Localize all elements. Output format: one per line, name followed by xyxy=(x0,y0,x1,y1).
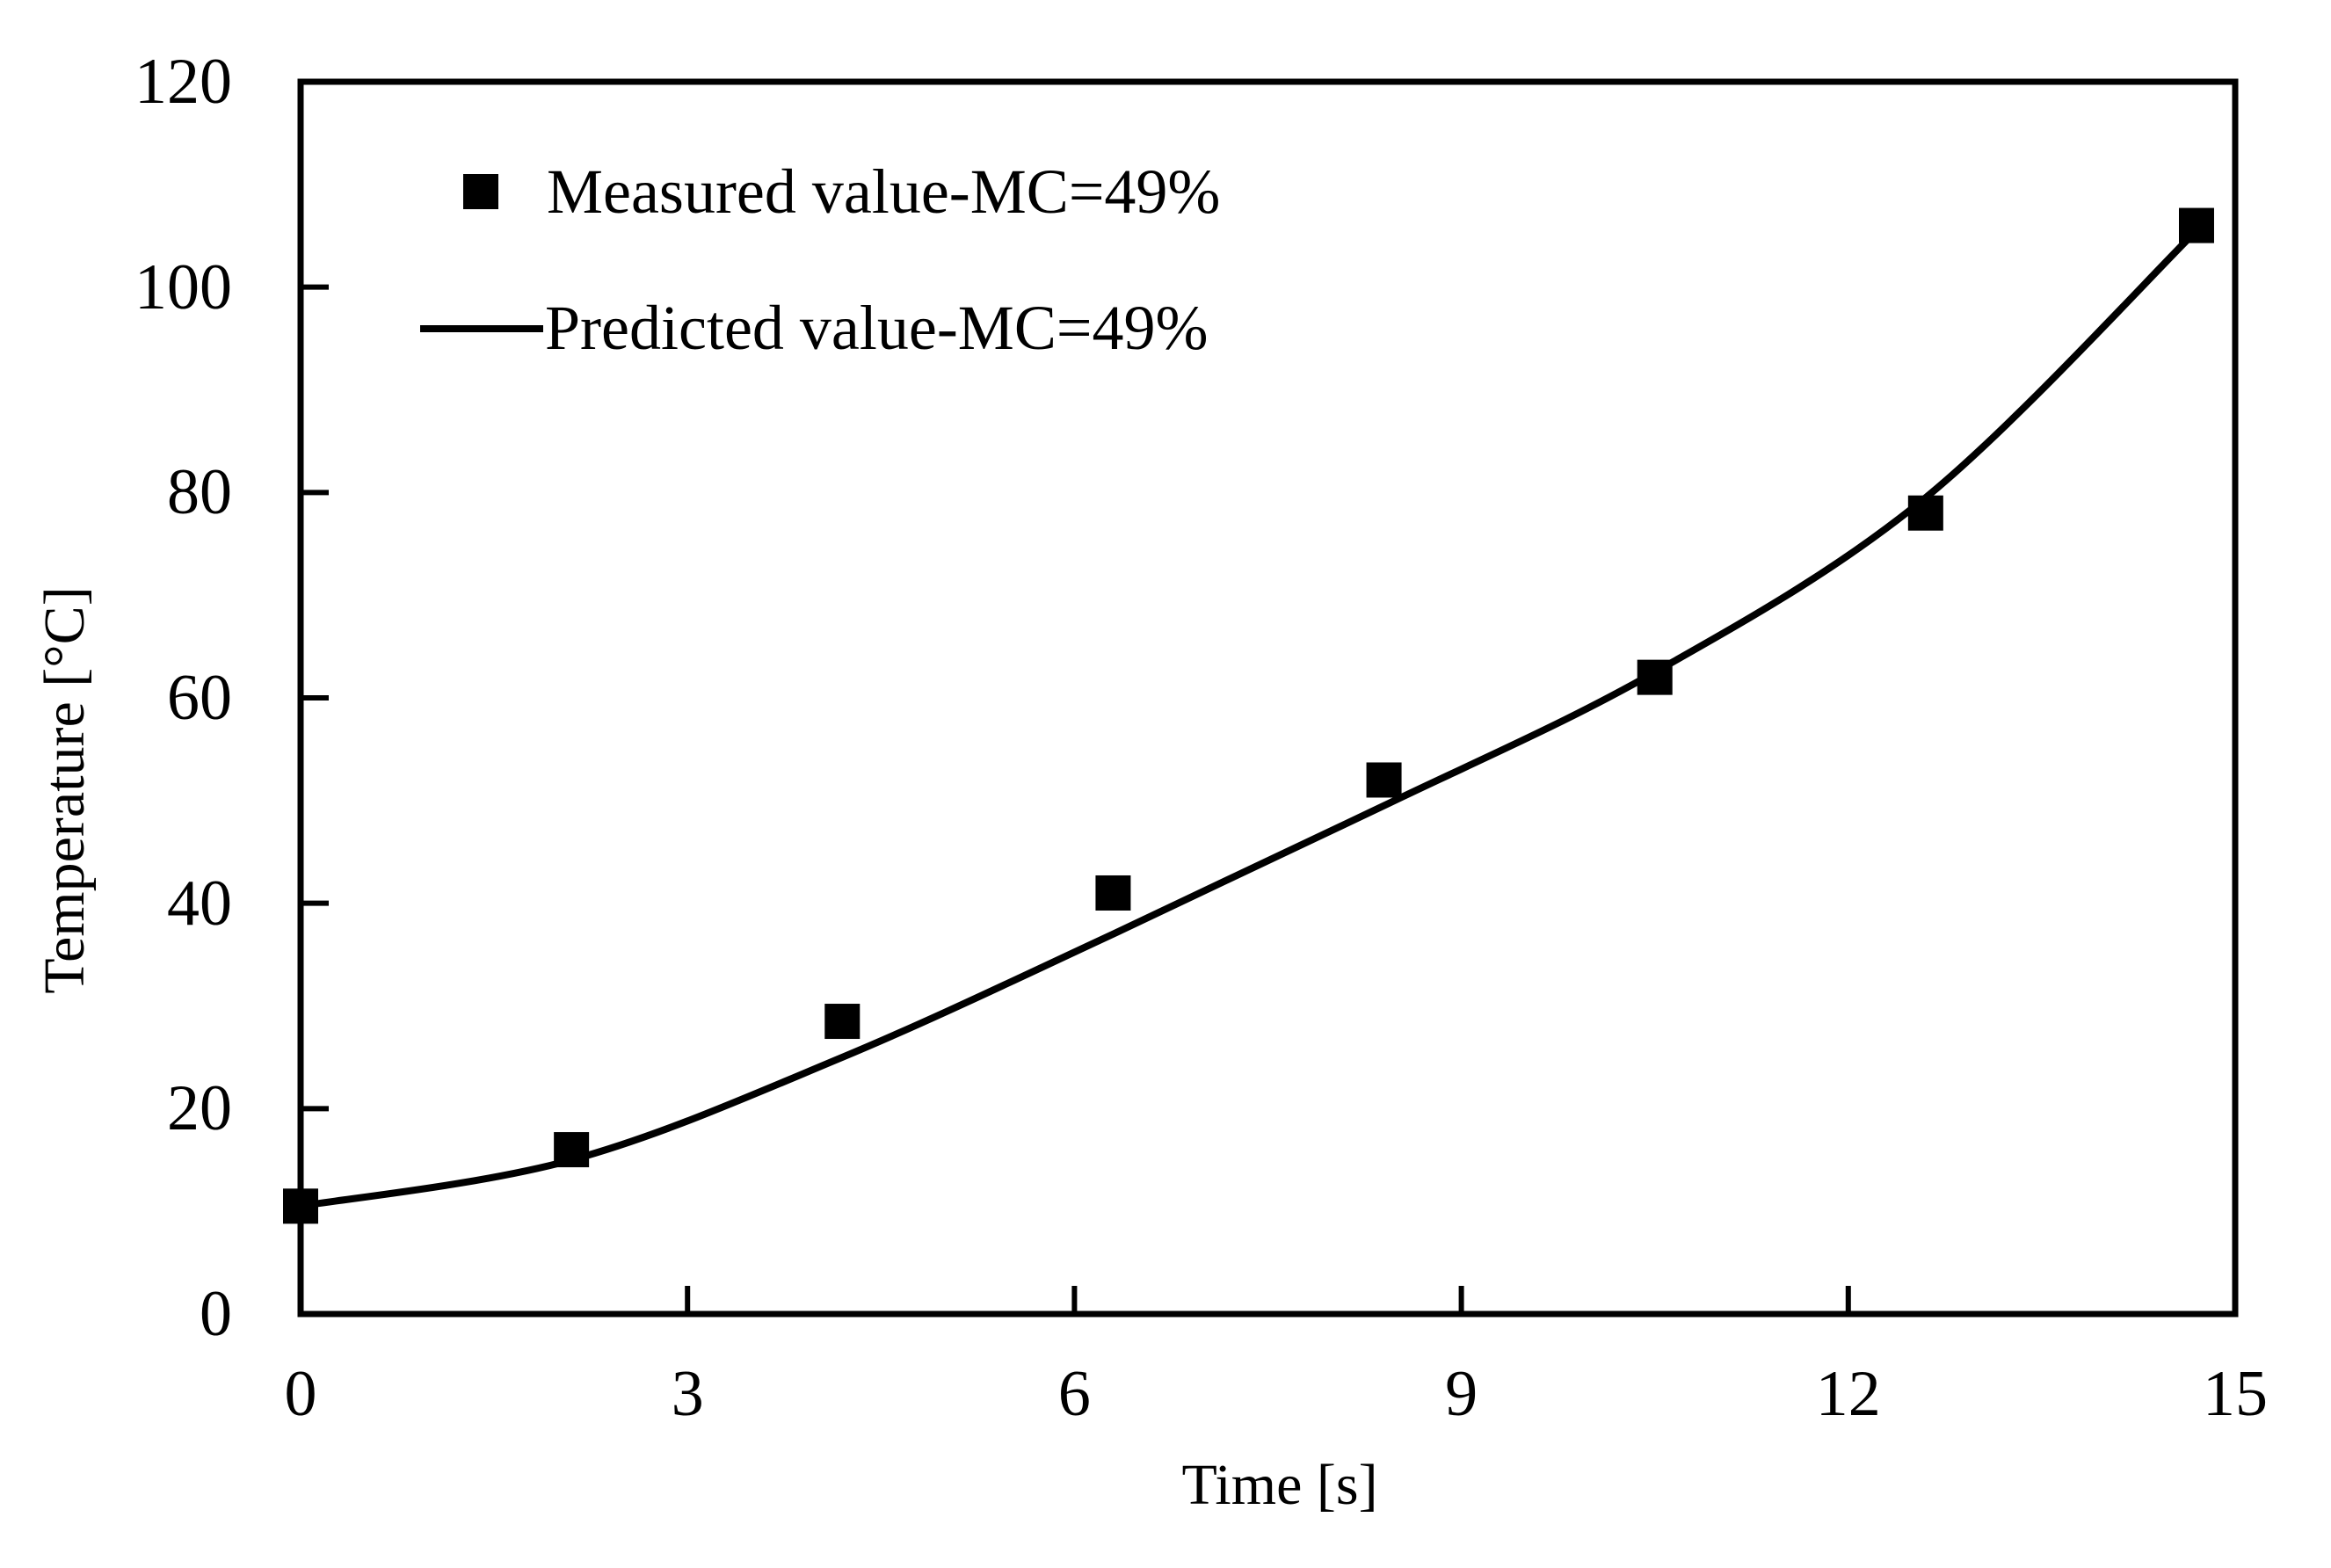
x-axis-title: Time [s] xyxy=(1181,1453,1378,1517)
legend-square-marker-icon xyxy=(463,174,498,209)
x-tick-label: 9 xyxy=(1445,1358,1478,1430)
y-tick-label: 100 xyxy=(134,250,232,323)
measured-point xyxy=(283,1188,318,1224)
y-tick-label: 60 xyxy=(167,662,232,734)
measured-point xyxy=(2178,207,2214,243)
x-tick-label: 12 xyxy=(1815,1358,1881,1430)
predicted-curve xyxy=(297,227,2200,1210)
x-tick-label: 15 xyxy=(2203,1358,2268,1430)
x-tick-label: 0 xyxy=(284,1358,317,1430)
measured-point xyxy=(1637,659,1673,695)
x-tick-label: 6 xyxy=(1057,1358,1091,1430)
measured-point xyxy=(824,1004,861,1040)
y-tick-label: 20 xyxy=(167,1072,232,1145)
measured-point xyxy=(1907,495,1943,531)
x-tick-label: 3 xyxy=(671,1358,704,1430)
measured-point xyxy=(1366,762,1402,798)
measured-point xyxy=(1095,875,1131,911)
legend-line-swatch-icon xyxy=(420,325,543,332)
legend-item-label-predicted: Predicted value-MC=49% xyxy=(545,293,1209,363)
y-tick-label: 80 xyxy=(167,456,232,529)
y-axis-title: Temperature [°C] xyxy=(33,586,97,994)
y-tick-label: 40 xyxy=(167,867,232,940)
measured-point xyxy=(554,1132,590,1168)
y-tick-label: 0 xyxy=(200,1278,232,1350)
y-tick-label: 120 xyxy=(134,46,232,118)
legend-item-label-measured: Measured value-MC=49% xyxy=(547,156,1221,227)
plot-frame xyxy=(297,78,2239,1318)
